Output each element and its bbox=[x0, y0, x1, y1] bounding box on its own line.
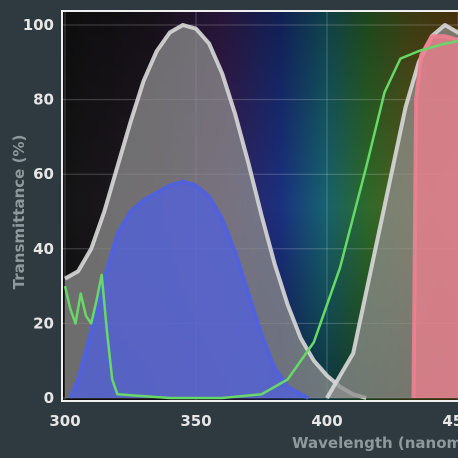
x-axis-ticks: 3003504004505005506 bbox=[49, 412, 458, 430]
series-outline-0 bbox=[64, 23, 367, 400]
x-tick-label: 450 bbox=[442, 412, 458, 430]
x-tick-label: 400 bbox=[311, 412, 342, 430]
y-tick-label: 100 bbox=[23, 16, 54, 34]
y-tick-label: 40 bbox=[33, 240, 54, 258]
series-area-1 bbox=[70, 181, 309, 398]
y-tick-label: 0 bbox=[44, 389, 54, 407]
series-line-4 bbox=[63, 39, 458, 400]
y-axis-ticks: 0 20 40 60 80 100 bbox=[23, 16, 54, 407]
series-outline-2 bbox=[325, 23, 458, 400]
series-outline-1 bbox=[68, 179, 310, 400]
x-axis-title: Wavelength (nanom bbox=[292, 434, 458, 452]
y-tick-label: 20 bbox=[33, 314, 54, 332]
y-tick-label: 80 bbox=[33, 91, 54, 109]
x-tick-label: 300 bbox=[49, 412, 80, 430]
series-layer bbox=[63, 23, 458, 400]
x-tick-label: 350 bbox=[180, 412, 211, 430]
series-outline-3 bbox=[411, 34, 458, 399]
series-area-3 bbox=[413, 36, 458, 398]
y-tick-label: 60 bbox=[33, 165, 54, 183]
y-axis-title: Transmittance (%) bbox=[10, 135, 28, 290]
